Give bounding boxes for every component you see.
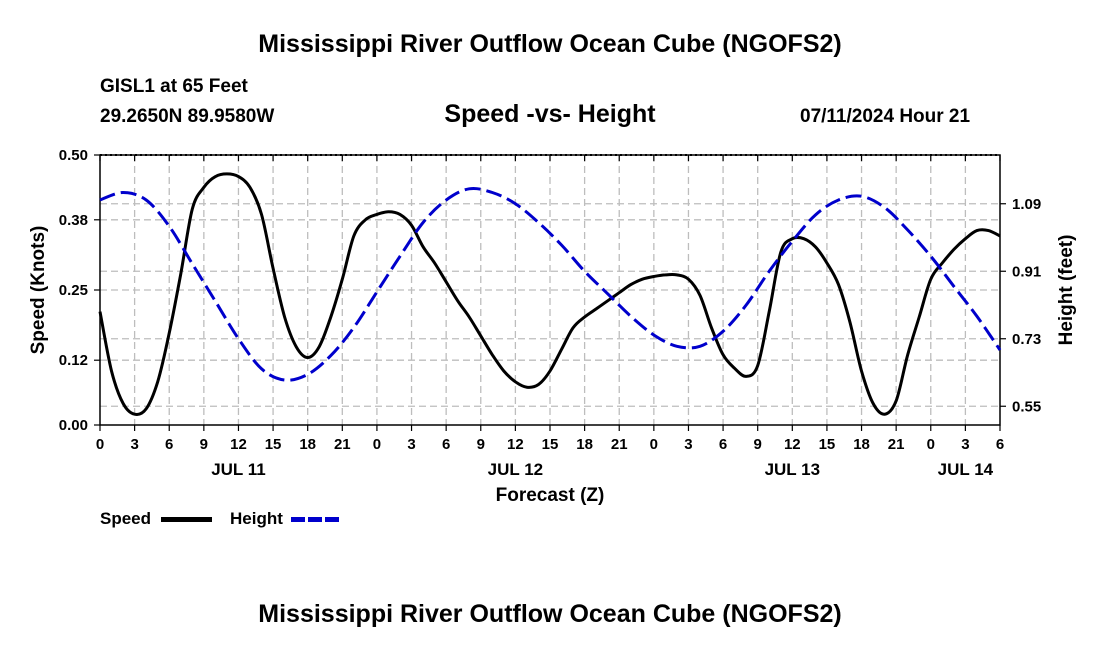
x-tick-label: 6 bbox=[996, 436, 1004, 453]
date-label: JUL 12 bbox=[488, 460, 543, 479]
x-tick-label: 0 bbox=[373, 436, 381, 453]
y-tick-label: 0.00 bbox=[59, 417, 88, 434]
x-tick-label: 3 bbox=[961, 436, 969, 453]
x-tick-label: 0 bbox=[927, 436, 935, 453]
y-tick-label: 0.12 bbox=[59, 352, 88, 369]
x-tick-label: 12 bbox=[230, 436, 247, 453]
x-tick-label: 12 bbox=[784, 436, 801, 453]
x-tick-label: 6 bbox=[719, 436, 727, 453]
footer-title: Mississippi River Outflow Ocean Cube (NG… bbox=[258, 600, 842, 628]
legend-height-label: Height bbox=[230, 509, 283, 528]
date-label: JUL 11 bbox=[211, 460, 266, 479]
x-tick-label: 3 bbox=[684, 436, 692, 453]
y-tick-label: 0.25 bbox=[59, 282, 88, 299]
x-tick-label: 18 bbox=[299, 436, 316, 453]
x-tick-label: 6 bbox=[442, 436, 450, 453]
x-tick-label: 3 bbox=[130, 436, 138, 453]
x-tick-label: 9 bbox=[200, 436, 208, 453]
y2-tick-label: 0.73 bbox=[1012, 331, 1041, 348]
forecast-date: 07/11/2024 Hour 21 bbox=[800, 106, 971, 127]
chart-axes bbox=[94, 154, 1006, 431]
chart-series bbox=[98, 172, 1002, 416]
legend-speed-label: Speed bbox=[100, 509, 152, 528]
y2-tick-label: 0.91 bbox=[1012, 263, 1041, 280]
x-tick-label: 6 bbox=[165, 436, 173, 453]
x-tick-label: 15 bbox=[819, 436, 836, 453]
legend-speed-swatch bbox=[161, 517, 212, 522]
x-tick-label: 15 bbox=[265, 436, 282, 453]
series-line-speed bbox=[98, 172, 1001, 416]
x-tick-label: 0 bbox=[96, 436, 104, 453]
x-tick-label: 15 bbox=[542, 436, 559, 453]
y-tick-label: 0.38 bbox=[59, 212, 88, 229]
y2-tick-label: 0.55 bbox=[1012, 398, 1041, 415]
y-tick-label: 0.50 bbox=[59, 147, 88, 164]
x-tick-label: 21 bbox=[888, 436, 905, 453]
x-tick-label: 12 bbox=[507, 436, 524, 453]
x-tick-label: 21 bbox=[611, 436, 628, 453]
y-axis-title: Speed (Knots) bbox=[28, 226, 49, 355]
x-axis-title: Forecast (Z) bbox=[496, 485, 605, 506]
x-tick-label: 9 bbox=[477, 436, 485, 453]
x-tick-label: 18 bbox=[576, 436, 593, 453]
axis-labels: 0 3 6 9 12 15 18 21 0 3 6 9 12 15 18 21 0 3 6 9 12 15 18 21 0 3 6 0… bbox=[28, 147, 1077, 506]
y2-tick-label: 1.09 bbox=[1012, 196, 1041, 213]
legend-height-swatch bbox=[291, 517, 342, 522]
x-tick-label: 21 bbox=[334, 436, 351, 453]
x-tick-label: 3 bbox=[407, 436, 415, 453]
date-label: JUL 14 bbox=[938, 460, 994, 479]
station-label: GISL1 at 65 Feet bbox=[100, 76, 248, 97]
y2-axis-title: Height (feet) bbox=[1056, 235, 1077, 346]
x-tick-label: 9 bbox=[754, 436, 762, 453]
chart-subtitle: Speed -vs- Height bbox=[444, 100, 656, 128]
x-tick-label: 18 bbox=[853, 436, 870, 453]
chart-title: Mississippi River Outflow Ocean Cube (NG… bbox=[258, 30, 842, 58]
series-line-height bbox=[99, 186, 1002, 382]
station-coordinates: 29.2650N 89.9580W bbox=[100, 106, 275, 127]
x-tick-label: 0 bbox=[650, 436, 658, 453]
date-label: JUL 13 bbox=[765, 460, 820, 479]
